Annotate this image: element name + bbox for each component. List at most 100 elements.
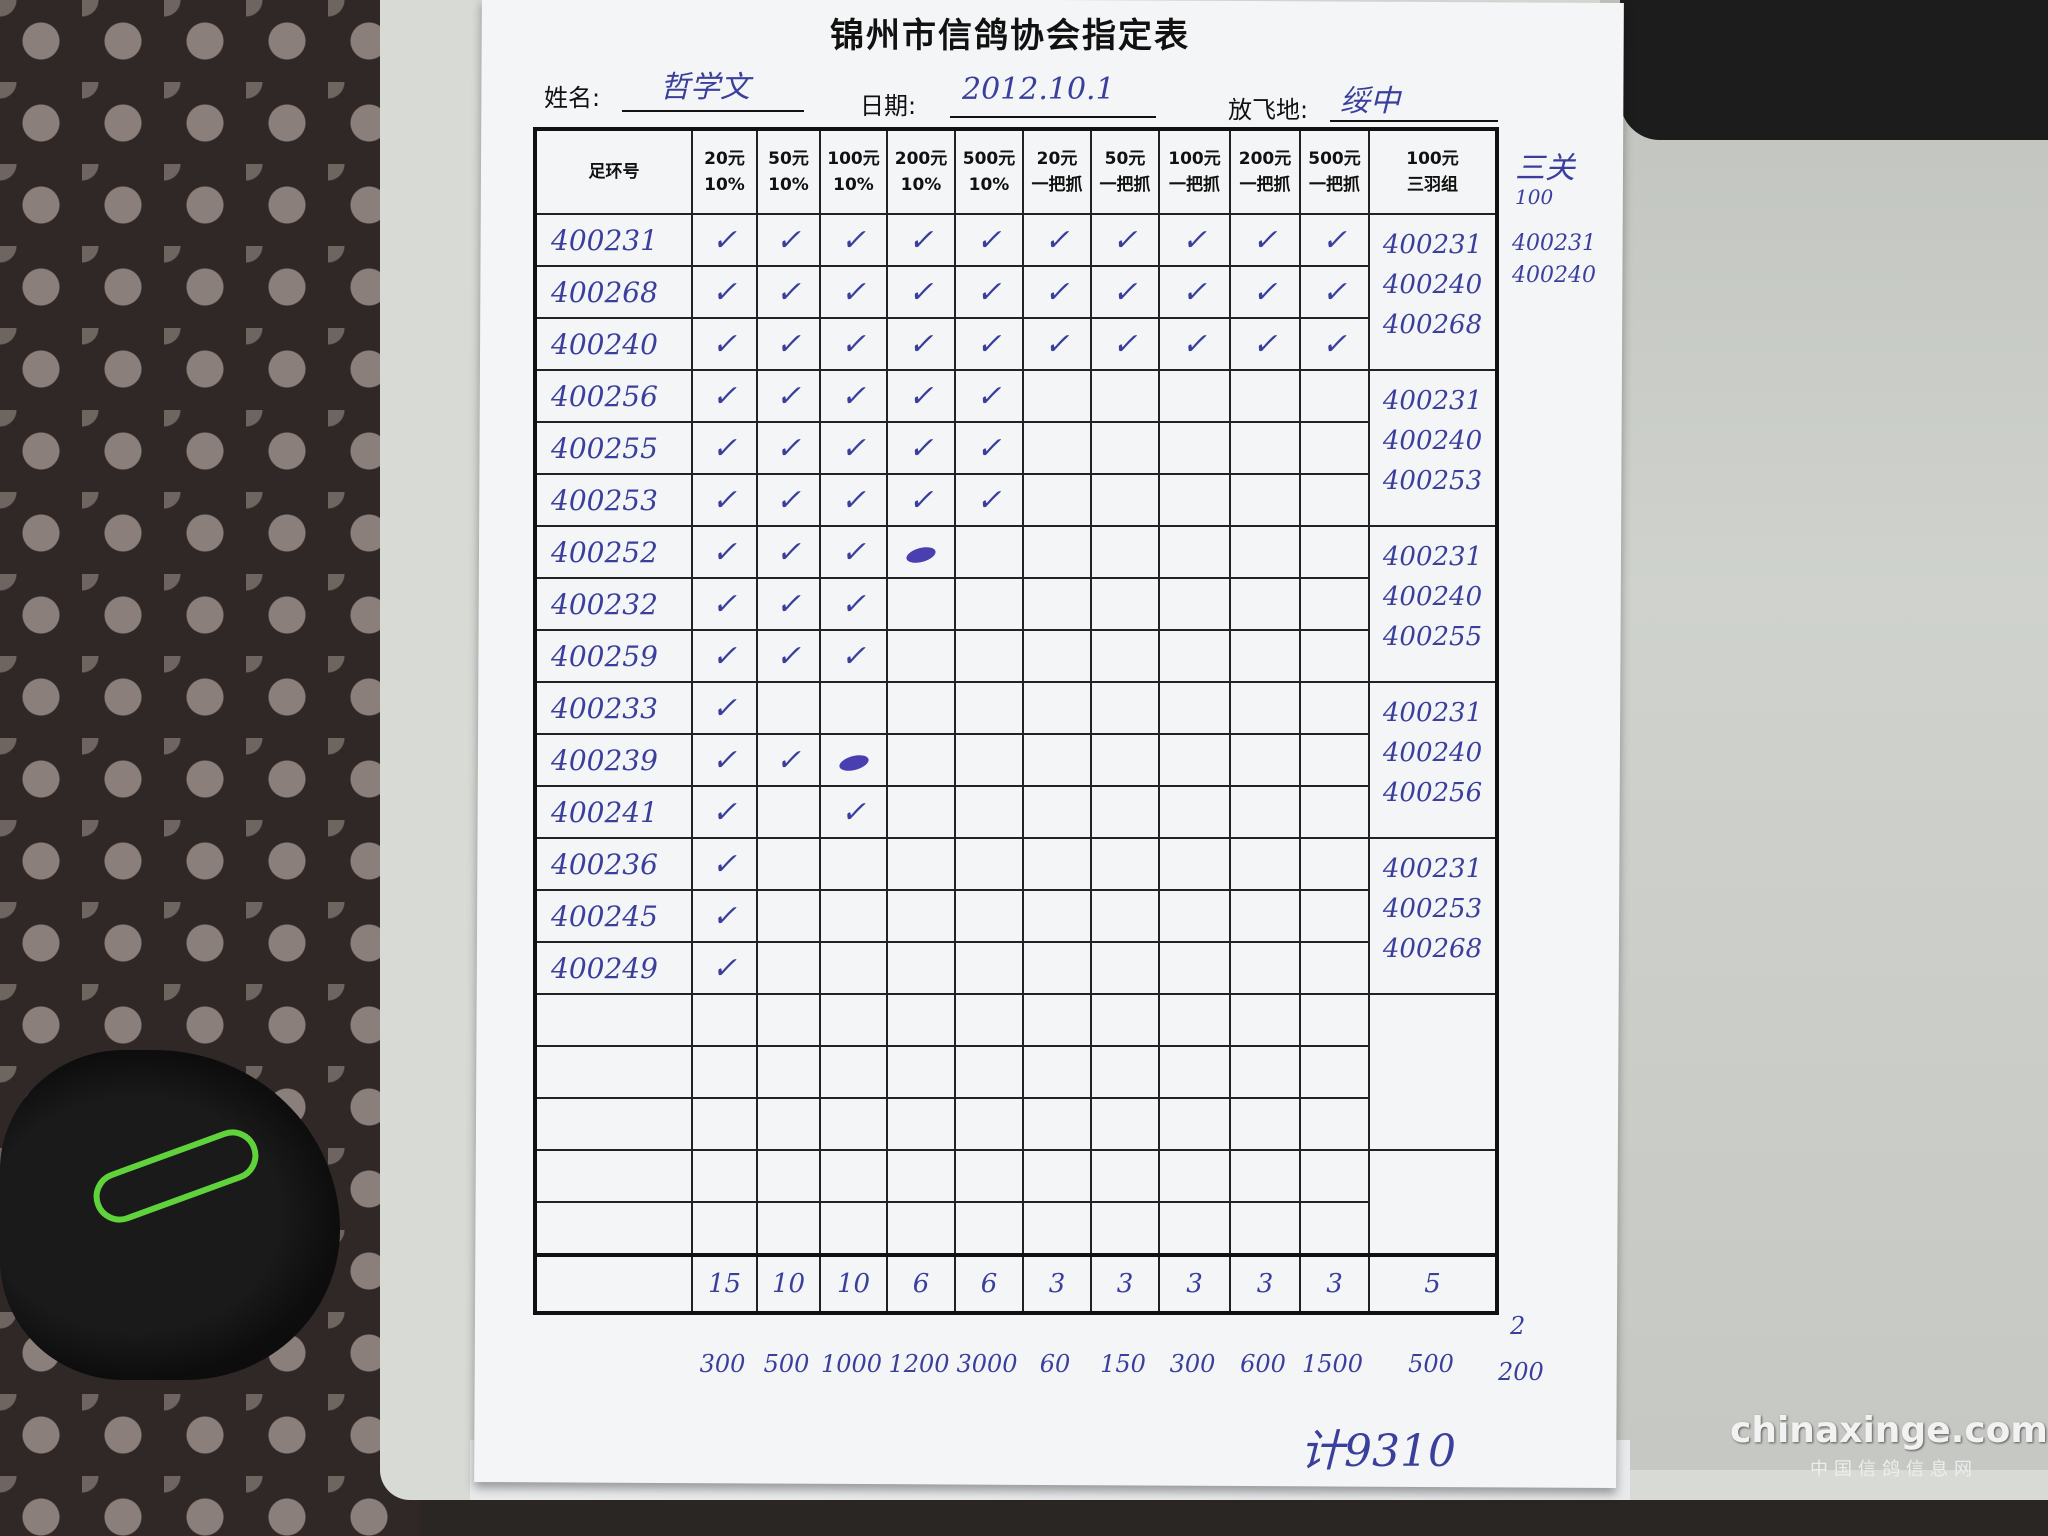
- bet-cell: ✓: [1299, 265, 1370, 319]
- total-count: 10: [819, 1253, 888, 1314]
- check-mark-icon: ✓: [1321, 222, 1348, 258]
- bet-cell: ✓: [886, 317, 956, 371]
- bet-cell: ✓: [1022, 317, 1092, 371]
- bet-cell: [1299, 681, 1370, 735]
- scribble-mark-icon: [904, 543, 938, 566]
- bet-cell: [756, 941, 821, 995]
- bet-cell: ✓: [1022, 265, 1092, 319]
- bet-cell: ✓: [691, 577, 758, 631]
- table-row: 400231 ✓ ✓ ✓ ✓ ✓ ✓ ✓ ✓ ✓ ✓ 400231 400240 400268: [534, 213, 1498, 371]
- check-mark-icon: ✓: [908, 222, 934, 258]
- bet-cell: [1022, 1045, 1092, 1099]
- trio-group-cell: [1368, 993, 1498, 1151]
- bet-cell: [1158, 993, 1231, 1047]
- bet-cell: [819, 681, 888, 735]
- bet-cell: ✓: [819, 213, 888, 267]
- header-row: 足环号 20元 10% 50元 10% 100元 10% 200元 10% 500元 10% 20元一…: [534, 128, 1498, 215]
- bet-cell: [954, 1149, 1024, 1203]
- table-row: 400249 ✓: [534, 941, 1497, 995]
- check-mark-icon: ✓: [1112, 222, 1138, 258]
- table-row: 400256 ✓ ✓ ✓ ✓ ✓ 400231 400240 400253: [534, 369, 1498, 527]
- bet-cell: [1022, 421, 1092, 475]
- ring-number-cell: 400231: [534, 213, 693, 267]
- bet-cell: ✓: [819, 525, 888, 579]
- bet-cell: ✓: [886, 369, 956, 423]
- total-count: 6: [886, 1253, 956, 1314]
- bet-cell: ✓: [756, 213, 821, 267]
- bet-cell: ✓: [1090, 265, 1160, 319]
- bet-cell: [1090, 629, 1160, 683]
- bet-cell: [1299, 421, 1370, 475]
- bet-cell: [1022, 889, 1092, 943]
- bet-cell: ✓: [1229, 265, 1301, 319]
- check-mark-icon: ✓: [711, 378, 738, 414]
- totals-label-cell: [534, 1253, 693, 1314]
- table-row: 400232 ✓ ✓ ✓: [534, 577, 1497, 631]
- bet-cell: [1299, 629, 1370, 683]
- ring-number-cell: 400245: [534, 889, 693, 943]
- check-mark-icon: ✓: [840, 430, 867, 466]
- bet-cell: [1229, 421, 1301, 475]
- header-line1: 100元: [827, 149, 880, 169]
- bet-cell: [954, 525, 1024, 579]
- bet-cell: [886, 681, 956, 735]
- bet-cell: [1022, 993, 1092, 1047]
- column-header: 20元 10%: [691, 128, 758, 215]
- bet-cell: ✓: [886, 421, 956, 475]
- check-mark-icon: ✓: [711, 534, 738, 570]
- bet-cell: [954, 837, 1024, 891]
- bet-cell: [886, 525, 956, 579]
- ring-number-cell: 400240: [534, 317, 693, 371]
- total-amount: 300: [1169, 1350, 1216, 1378]
- name-label: 姓名:: [544, 84, 601, 112]
- bet-cell: ✓: [756, 629, 821, 683]
- column-header: 200元 一把抓: [1229, 128, 1301, 215]
- check-mark-icon: ✓: [840, 482, 867, 518]
- bet-cell: [1022, 681, 1092, 735]
- total-count: 6: [954, 1253, 1024, 1314]
- bet-cell: [1090, 1097, 1160, 1151]
- total-count: 3: [1090, 1253, 1160, 1314]
- total-amount: 1200: [888, 1350, 950, 1378]
- ring-number-cell: 400259: [534, 629, 693, 683]
- bet-cell: [1229, 733, 1301, 787]
- table-surface: [1600, 0, 2048, 1470]
- bet-cell: [1022, 1201, 1092, 1256]
- bet-cell: [1299, 1097, 1370, 1151]
- sanguan-entry: 400231: [1512, 231, 1596, 256]
- check-mark-icon: ✓: [711, 638, 738, 674]
- check-mark-icon: ✓: [908, 430, 934, 466]
- bet-cell: [886, 733, 956, 787]
- check-mark-icon: ✓: [976, 326, 1002, 362]
- total-amount: 1000: [820, 1350, 883, 1378]
- bet-cell: [886, 1201, 956, 1256]
- bet-cell: [886, 577, 956, 631]
- check-mark-icon: ✓: [840, 534, 867, 570]
- bet-cell: [1090, 1201, 1160, 1256]
- total-amount: 1500: [1301, 1350, 1364, 1378]
- sanguan-header: 三关: [1515, 151, 1575, 186]
- total-count: 5: [1368, 1253, 1498, 1314]
- header-line2: 10%: [968, 175, 1010, 195]
- trio-group-ring: 400231: [1382, 698, 1483, 728]
- bet-cell: [1022, 941, 1092, 995]
- date-underline: [950, 116, 1156, 118]
- header-line1: 足环号: [588, 162, 640, 182]
- table-row: 400236 ✓ 400231 400253 400268: [534, 837, 1498, 995]
- header-line2: 10%: [900, 175, 942, 195]
- bet-cell: [756, 785, 821, 839]
- bet-cell: ✓: [691, 629, 758, 683]
- check-mark-icon: ✓: [1044, 222, 1070, 258]
- table-row: [534, 993, 1498, 1151]
- bet-cell: ✓: [819, 265, 888, 319]
- ring-number-cell: [534, 1201, 693, 1256]
- bet-cell: ✓: [954, 369, 1024, 423]
- bet-cell: ✓: [691, 733, 758, 787]
- ring-number-cell: [534, 993, 693, 1047]
- bet-cell: ✓: [691, 421, 758, 475]
- total-amount: 500: [763, 1350, 810, 1378]
- header-line1: 50元: [1104, 149, 1146, 169]
- bet-cell: [1022, 837, 1092, 891]
- total-count: 15: [691, 1253, 758, 1314]
- check-mark-icon: ✓: [1252, 222, 1278, 258]
